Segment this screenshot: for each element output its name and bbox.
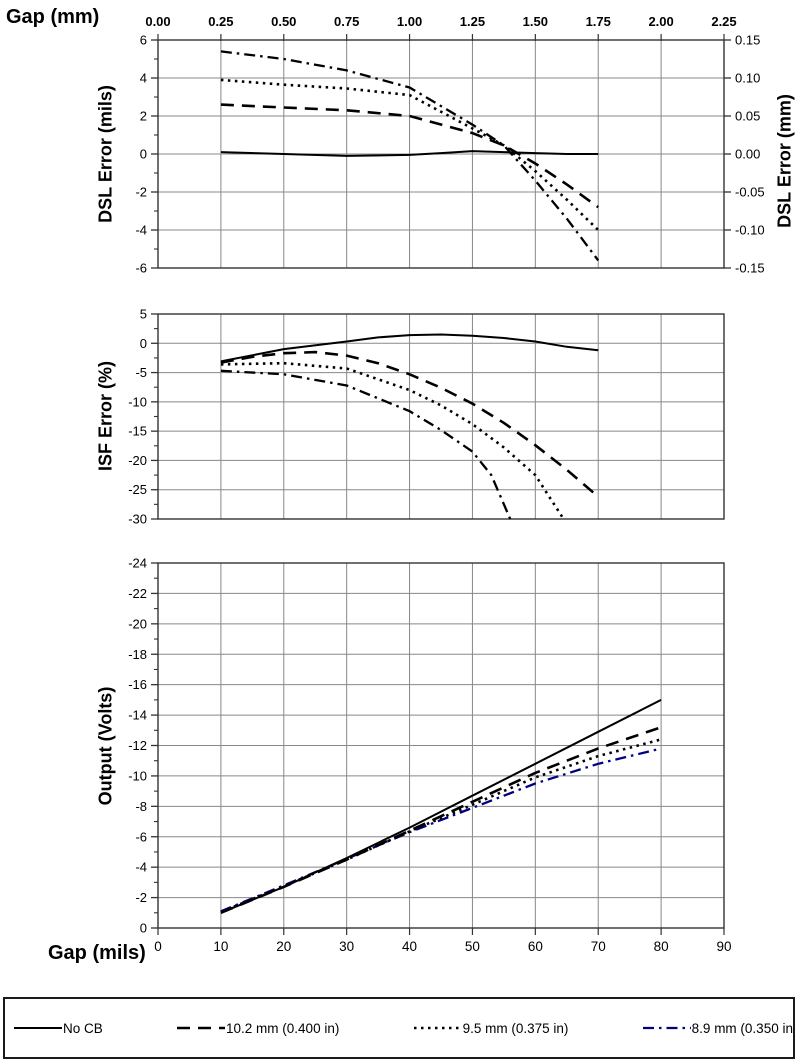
dsl-error-chart-series-dashed <box>220 103 599 209</box>
svg-text:0.15: 0.15 <box>735 33 760 48</box>
isf-error-chart-series-dotted <box>220 361 565 520</box>
isf-error-chart: 5 0 -5 -10 -15 -20 -25 -30 <box>128 307 725 527</box>
output-chart-axis-ticks: -24-22-20-18-16-14-12-10-8-6-4-200 10 20 30… <box>128 556 731 955</box>
svg-text:10: 10 <box>213 939 228 954</box>
svg-text:70: 70 <box>591 939 606 954</box>
svg-text:90: 90 <box>716 939 731 954</box>
svg-text:-14: -14 <box>128 708 147 723</box>
legend-label: No CB <box>63 1020 103 1036</box>
dsl-error-chart: 6 4 2 0 -2 -4 -6 0.15 0.10 0.05 0.00 -0.05 -0.10 -0.1… <box>135 14 764 276</box>
dsl-error-chart-axis-ticks: 6 4 2 0 -2 -4 -6 0.15 0.10 0.05 0.00 -0.05 -0.10 -0.1… <box>135 14 764 276</box>
output-chart-series-dashed <box>220 726 662 915</box>
svg-text:-2: -2 <box>135 185 147 200</box>
svg-text:0: 0 <box>140 147 147 162</box>
svg-text:-20: -20 <box>128 616 147 631</box>
svg-text:2.25: 2.25 <box>711 14 736 29</box>
svg-text:-0.05: -0.05 <box>735 185 765 200</box>
output-chart-series-solid <box>220 699 662 914</box>
svg-text:60: 60 <box>528 939 543 954</box>
dsl-error-chart-series-dashdot <box>220 50 600 262</box>
svg-text:0: 0 <box>140 921 147 936</box>
svg-text:30: 30 <box>339 939 354 954</box>
svg-text:0.25: 0.25 <box>208 14 233 29</box>
svg-text:-12: -12 <box>128 738 147 753</box>
legend-line-sample-solid <box>14 1027 62 1029</box>
output-axis-title: Output (Volts) <box>95 686 116 806</box>
svg-text:50: 50 <box>465 939 480 954</box>
svg-text:1.75: 1.75 <box>586 14 611 29</box>
legend-box: No CB 10.2 mm (0.400 in) 9.5 mm (0.375 in)… <box>3 997 795 1059</box>
svg-text:-4: -4 <box>135 860 147 875</box>
svg-text:-30: -30 <box>128 512 147 527</box>
svg-text:1.50: 1.50 <box>523 14 548 29</box>
svg-text:-16: -16 <box>128 677 147 692</box>
dsl-right-axis-title: DSL Error (mm) <box>774 94 795 228</box>
charts-canvas: 6420-2-4-60.150.100.050.00-0.05-0.10-0.1… <box>128 14 764 955</box>
bottom-x-axis-title: Gap (mils) <box>48 942 146 964</box>
dsl-left-axis-title: DSL Error (mils) <box>95 85 116 223</box>
legend-label: 9.5 mm (0.375 in) <box>462 1020 569 1036</box>
svg-text:0.00: 0.00 <box>735 147 760 162</box>
svg-text:-0.15: -0.15 <box>735 261 765 276</box>
output-chart-series <box>220 699 662 915</box>
isf-axis-title: ISF Error (%) <box>95 360 116 472</box>
isf-error-chart-series-dashed <box>220 350 600 498</box>
top-x-axis-title: Gap (mm) <box>6 6 100 28</box>
isf-error-chart-frame <box>157 313 725 520</box>
svg-text:1.25: 1.25 <box>460 14 485 29</box>
dsl-error-chart-series <box>220 50 600 262</box>
svg-text:-24: -24 <box>128 556 147 571</box>
isf-error-chart-series <box>220 333 600 520</box>
svg-text:0.10: 0.10 <box>735 71 760 86</box>
isf-error-chart-series-solid <box>220 333 599 363</box>
svg-text:-15: -15 <box>128 424 147 439</box>
svg-text:-25: -25 <box>128 482 147 497</box>
svg-text:-0.10: -0.10 <box>735 223 765 238</box>
legend-line-sample-dashdot <box>642 1026 691 1030</box>
svg-text:2: 2 <box>140 109 147 124</box>
legend-label: 10.2 mm (0.400 in) <box>226 1020 340 1036</box>
svg-text:80: 80 <box>654 939 669 954</box>
svg-text:0: 0 <box>140 336 147 351</box>
svg-text:-18: -18 <box>128 647 147 662</box>
svg-text:0: 0 <box>154 939 162 954</box>
svg-text:1.00: 1.00 <box>397 14 422 29</box>
svg-text:0.75: 0.75 <box>334 14 359 29</box>
svg-text:-4: -4 <box>135 223 147 238</box>
legend-item-1: 10.2 mm (0.400 in) <box>176 1020 339 1036</box>
legend-item-3: 8.9 mm (0.350 in <box>642 1020 793 1036</box>
dsl-error-chart-series-dotted <box>220 78 600 231</box>
svg-text:-6: -6 <box>135 829 147 844</box>
svg-text:-10: -10 <box>128 768 147 783</box>
legend-line-sample-dotted <box>413 1026 462 1030</box>
isf-error-chart-series-dashdot <box>220 369 512 520</box>
svg-text:0.50: 0.50 <box>271 14 296 29</box>
svg-text:6: 6 <box>140 33 147 48</box>
legend-item-2: 9.5 mm (0.375 in) <box>413 1020 569 1036</box>
svg-text:-6: -6 <box>135 261 147 276</box>
svg-text:-22: -22 <box>128 586 147 601</box>
isf-error-chart-axis-ticks: 5 0 -5 -10 -15 -20 -25 -30 <box>128 307 158 527</box>
output-chart-series-dashdot <box>220 747 662 913</box>
svg-text:0.05: 0.05 <box>735 109 760 124</box>
svg-text:5: 5 <box>140 307 147 322</box>
svg-text:20: 20 <box>276 939 291 954</box>
svg-text:-20: -20 <box>128 453 147 468</box>
dsl-error-chart-series-solid <box>220 150 599 157</box>
svg-text:-10: -10 <box>128 394 147 409</box>
svg-text:0.00: 0.00 <box>145 14 170 29</box>
isf-error-chart-grid <box>158 314 724 519</box>
legend-label: 8.9 mm (0.350 in <box>691 1020 793 1036</box>
svg-text:-5: -5 <box>135 365 147 380</box>
svg-text:2.00: 2.00 <box>648 14 673 29</box>
svg-text:-2: -2 <box>135 890 147 905</box>
svg-text:40: 40 <box>402 939 417 954</box>
legend-line-sample-dashed <box>177 1026 226 1030</box>
output-chart: -24-22-20-18-16-14-12-10-8-6-4-200 10 20 30… <box>128 556 731 955</box>
legend-item-0: No CB <box>13 1020 103 1036</box>
svg-text:4: 4 <box>140 71 147 86</box>
output-chart-grid <box>158 563 724 928</box>
svg-text:-8: -8 <box>135 799 147 814</box>
